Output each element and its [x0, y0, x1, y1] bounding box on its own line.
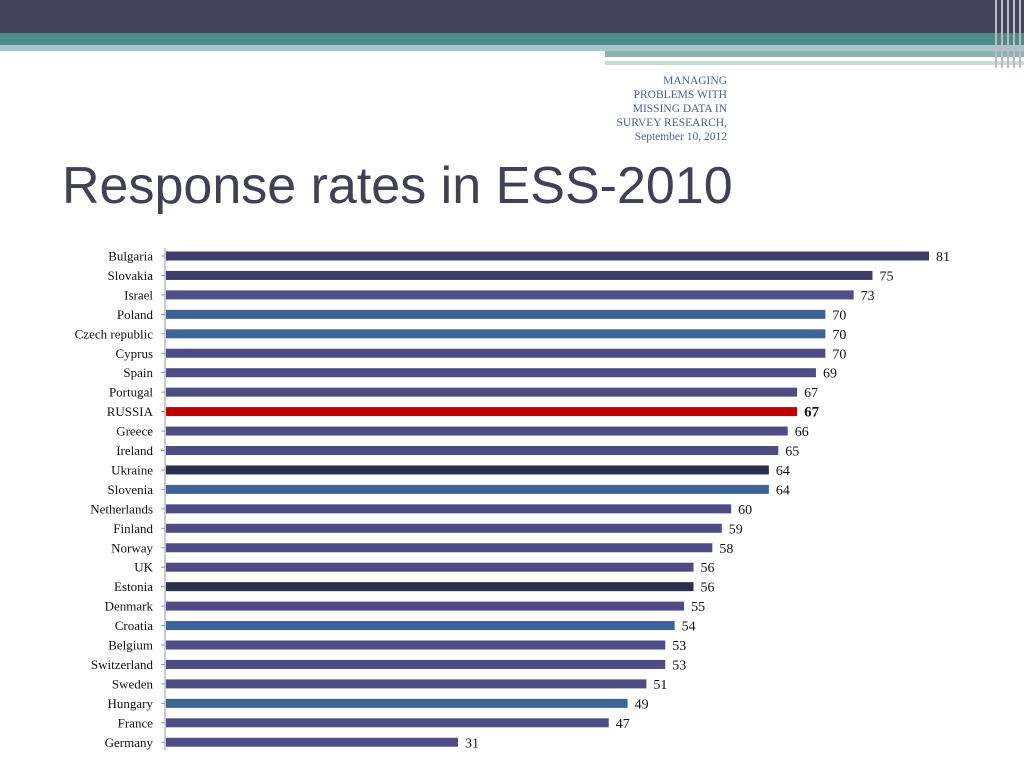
- category-label: Germany: [105, 735, 154, 750]
- bar: [166, 543, 713, 553]
- value-label: 81: [936, 250, 950, 265]
- bar-highlight: [166, 407, 798, 417]
- value-label: 53: [672, 639, 686, 654]
- bar: [166, 329, 826, 339]
- category-label: Slovakia: [108, 268, 154, 283]
- bar: [166, 737, 459, 747]
- header-band-dark: [0, 0, 1024, 33]
- value-label: 67: [804, 386, 818, 401]
- category-label: Denmark: [105, 599, 154, 614]
- value-label: 70: [832, 308, 846, 323]
- bar: [166, 426, 788, 436]
- bar: [166, 270, 873, 280]
- value-label: 64: [776, 464, 790, 479]
- subtitle-line: PROBLEMS WITH: [633, 89, 727, 101]
- header-stripe: [995, 0, 997, 68]
- category-label: UK: [134, 560, 153, 575]
- value-label: 69: [823, 367, 837, 382]
- value-label: 55: [691, 600, 705, 615]
- value-label: 51: [653, 678, 667, 693]
- page-title: Response rates in ESS-2010: [62, 157, 733, 215]
- bar: [166, 659, 666, 669]
- value-label: 54: [682, 620, 696, 635]
- category-label: France: [118, 715, 154, 730]
- header-stripe: [1007, 0, 1009, 68]
- category-label: Bulgaria: [108, 249, 153, 264]
- bar: [166, 601, 685, 611]
- category-label: Cyprus: [115, 346, 153, 361]
- header-stripe: [1001, 0, 1003, 68]
- value-label: 67: [804, 405, 820, 421]
- value-label: 58: [719, 542, 733, 557]
- value-label: 75: [879, 269, 893, 284]
- category-label: Ireland: [116, 443, 153, 458]
- header-stripe: [1013, 0, 1015, 68]
- value-label: 59: [729, 522, 743, 537]
- bar: [166, 621, 675, 631]
- value-label: 73: [861, 289, 875, 304]
- category-label: Czech republic: [75, 326, 154, 341]
- category-label: Spain: [123, 365, 153, 380]
- bar: [166, 348, 826, 358]
- value-label: 56: [701, 581, 715, 596]
- slide-subtitle: MANAGING PROBLEMS WITH MISSING DATA IN S…: [567, 74, 727, 144]
- category-label: Sweden: [112, 676, 154, 691]
- header-stripe: [1019, 0, 1021, 68]
- subtitle-line: MISSING DATA IN: [632, 103, 727, 115]
- bar: [166, 679, 647, 689]
- bar: [166, 484, 769, 494]
- bar: [166, 582, 694, 592]
- value-label: 47: [616, 717, 630, 732]
- value-label: 64: [776, 483, 790, 498]
- bar: [166, 698, 628, 708]
- value-label: 49: [635, 697, 649, 712]
- category-label: RUSSIA: [107, 404, 154, 419]
- category-label: Israel: [124, 287, 153, 302]
- bar: [166, 251, 929, 261]
- bar: [166, 523, 722, 533]
- category-label: Portugal: [109, 385, 153, 400]
- bar: [166, 504, 732, 514]
- value-label: 66: [795, 425, 809, 440]
- subtitle-line: SURVEY RESEARCH,: [616, 117, 727, 129]
- bar: [166, 640, 666, 650]
- header-accent-stroke: [825, 57, 950, 59]
- category-label: Estonia: [114, 579, 153, 594]
- bar: [166, 718, 609, 728]
- bar: [166, 562, 694, 572]
- category-label: Hungary: [108, 696, 154, 711]
- bar: [166, 446, 779, 455]
- category-label: Ukraine: [111, 462, 153, 477]
- value-label: 65: [785, 445, 799, 460]
- category-label: Norway: [111, 540, 153, 555]
- value-label: 70: [832, 347, 846, 362]
- value-label: 60: [738, 503, 752, 518]
- category-label: Greece: [116, 424, 153, 439]
- category-label: Belgium: [108, 638, 153, 653]
- category-label: Poland: [117, 307, 154, 322]
- header-band-light: [0, 45, 1024, 51]
- category-label: Netherlands: [90, 501, 153, 516]
- subtitle-line: MANAGING: [663, 75, 727, 87]
- header-rule: [605, 51, 1024, 57]
- bar: [166, 290, 854, 300]
- response-rate-bar-chart: Bulgaria 81 Slovakia 75 Israel 73 Poland 70 Czec…: [75, 248, 950, 751]
- category-label: Finland: [113, 521, 153, 536]
- value-label: 56: [701, 561, 715, 576]
- header-rule-thin: [605, 61, 1024, 65]
- bar: [166, 368, 816, 378]
- value-label: 31: [465, 736, 479, 751]
- value-label: 53: [672, 658, 686, 673]
- bar: [166, 465, 769, 475]
- bar: [166, 309, 826, 319]
- bar: [166, 387, 798, 397]
- value-label: 70: [832, 328, 846, 343]
- category-label: Switzerland: [91, 657, 154, 672]
- header-band-teal: [0, 33, 1024, 45]
- subtitle-line: September 10, 2012: [634, 131, 727, 143]
- category-label: Croatia: [115, 618, 153, 633]
- category-label: Slovenia: [108, 482, 154, 497]
